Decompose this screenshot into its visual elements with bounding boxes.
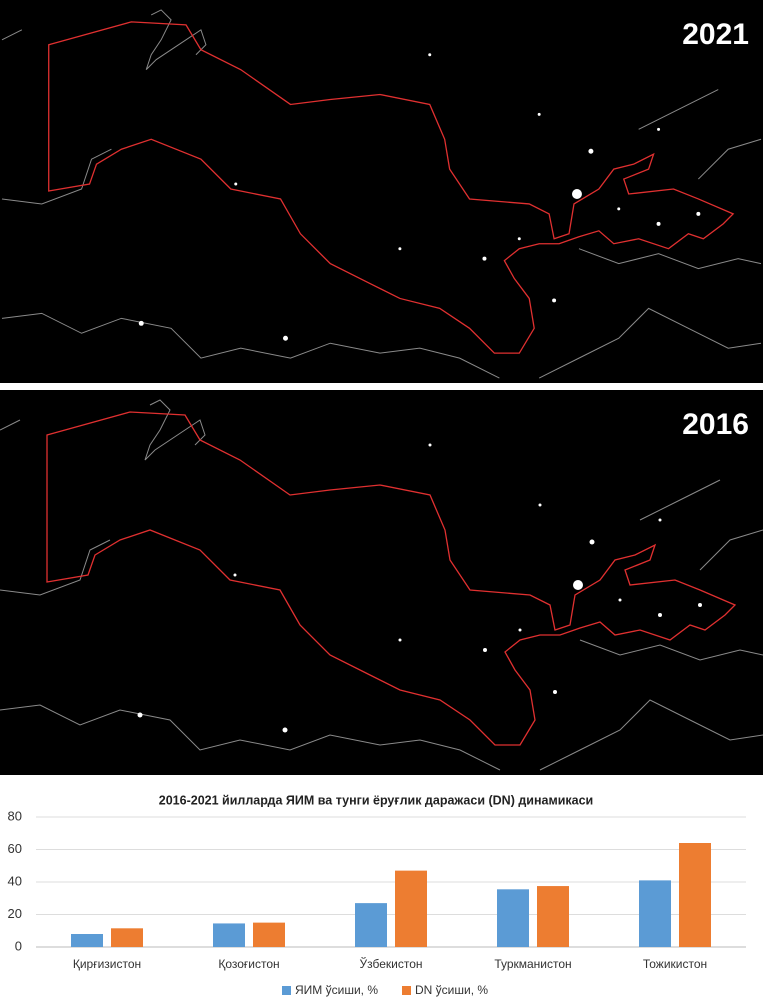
bar [71,934,103,947]
y-tick-label: 40 [8,873,22,888]
map-2021: 2021 [0,0,763,383]
map-image [1,9,762,379]
bar [497,889,529,947]
chart: 2016-2021 йилларда ЯИМ ва тунги ёруғлик … [8,793,746,997]
map-year: 2021 [682,18,749,51]
chart-title: 2016-2021 йилларда ЯИМ ва тунги ёруғлик … [159,793,593,807]
bar [679,843,711,947]
y-tick-label: 80 [8,808,22,823]
map-2016: 2016 [0,390,763,775]
legend-label: DN ўсиши, % [415,983,488,997]
bar [355,903,387,947]
y-tick-label: 20 [8,906,22,921]
bar [395,870,427,947]
y-tick-label: 60 [8,841,22,856]
legend-label: ЯИМ ўсиши, % [295,983,378,997]
x-tick-label: Қирғизистон [73,957,141,971]
x-tick-label: Ўзбекистон [359,956,422,971]
bar [537,886,569,947]
bar [111,928,143,947]
x-tick-label: Тожикистон [643,957,707,971]
bar [253,922,285,947]
x-tick-label: Қозоғистон [218,957,279,971]
map-image [0,399,763,771]
map-year: 2016 [682,408,749,441]
legend-swatch [402,986,411,995]
x-tick-label: Туркманистон [494,957,571,971]
bar [639,880,671,947]
y-tick-label: 0 [15,938,22,953]
legend-swatch [282,986,291,995]
bar [213,923,245,947]
